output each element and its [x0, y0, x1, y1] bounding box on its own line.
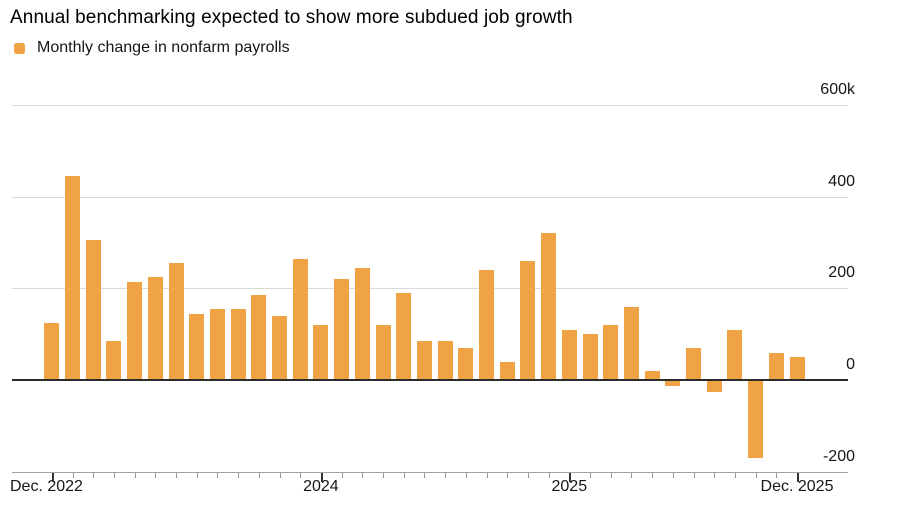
bar	[85, 240, 101, 380]
x-axis-major-tick	[320, 472, 323, 482]
bar	[292, 258, 308, 380]
bar	[748, 380, 764, 458]
bar	[106, 341, 122, 380]
gridline	[12, 288, 848, 290]
bar	[375, 325, 391, 380]
bar	[706, 380, 722, 392]
bar	[768, 352, 784, 380]
x-axis-minor-tick	[238, 472, 240, 478]
x-axis-minor-tick	[196, 472, 198, 478]
x-axis-minor-tick	[403, 472, 405, 478]
bar	[437, 341, 453, 380]
bar	[313, 325, 329, 380]
x-axis-minor-tick	[693, 472, 695, 478]
bar	[251, 295, 267, 380]
x-axis-minor-tick	[610, 472, 612, 478]
bar	[479, 270, 494, 380]
x-axis-minor-tick	[486, 472, 488, 478]
bar	[541, 233, 557, 380]
chart-title: Annual benchmarking expected to show mor…	[10, 7, 573, 28]
bar	[727, 329, 743, 380]
x-axis-minor-tick	[155, 472, 157, 478]
x-axis-minor-tick	[755, 472, 757, 478]
x-axis-minor-tick	[652, 472, 654, 478]
bar	[789, 357, 805, 380]
bar	[603, 325, 619, 380]
bar	[499, 361, 515, 380]
x-axis-minor-tick	[258, 472, 260, 478]
x-axis-minor-tick	[300, 472, 302, 478]
bar	[561, 329, 577, 380]
x-axis-minor-tick	[714, 472, 716, 478]
x-axis-minor-tick	[424, 472, 426, 478]
bar	[127, 281, 143, 380]
bar	[334, 279, 350, 380]
x-axis-label: 2024	[303, 478, 339, 495]
bar	[65, 176, 80, 380]
x-axis-minor-tick	[279, 472, 281, 478]
x-axis-minor-tick	[93, 472, 95, 478]
legend-swatch-icon	[14, 42, 25, 54]
x-axis-major-tick	[51, 472, 54, 482]
bar	[209, 309, 225, 380]
x-axis-minor-tick	[176, 472, 177, 478]
x-axis-baseline	[12, 471, 848, 474]
bar	[44, 322, 60, 380]
x-axis-minor-tick	[341, 472, 343, 478]
bar	[582, 334, 598, 380]
bar	[189, 313, 205, 380]
zero-gridline	[12, 379, 848, 381]
bar	[272, 315, 287, 380]
bar	[147, 276, 163, 380]
x-axis-minor-tick	[631, 472, 633, 478]
x-axis-minor-tick	[217, 472, 219, 478]
x-axis-minor-tick	[362, 472, 364, 478]
bar	[396, 292, 412, 380]
x-axis-minor-tick	[734, 472, 736, 478]
bar	[168, 263, 184, 380]
legend: Monthly change in nonfarm payrolls	[14, 39, 290, 57]
x-axis-minor-tick	[590, 472, 591, 478]
bar	[644, 370, 660, 380]
bar	[623, 306, 639, 380]
bar	[665, 380, 681, 386]
x-axis-label: Dec. 2022	[10, 478, 83, 495]
x-axis-minor-tick	[527, 472, 529, 478]
x-axis-minor-tick	[776, 472, 778, 478]
y-axis-label: -200	[822, 447, 855, 465]
x-axis-minor-tick	[465, 472, 467, 478]
x-axis-label: Dec. 2025	[760, 478, 834, 495]
bar	[354, 267, 370, 380]
y-axis-label: 200	[828, 264, 855, 282]
x-axis-major-tick	[797, 472, 799, 482]
x-axis-minor-tick	[72, 472, 74, 478]
x-axis-minor-tick	[113, 472, 115, 478]
legend-label: Monthly change in nonfarm payrolls	[37, 39, 290, 56]
x-axis-minor-tick	[672, 472, 674, 478]
bar	[520, 260, 536, 380]
x-axis-minor-tick	[383, 472, 384, 478]
y-axis-label: 600k	[820, 81, 855, 99]
y-axis-label: 400	[828, 172, 855, 190]
bar	[686, 347, 701, 380]
x-axis-major-tick	[569, 472, 572, 482]
x-axis-label: 2025	[551, 478, 588, 495]
x-axis-minor-tick	[507, 472, 509, 478]
bar	[230, 309, 246, 380]
bar	[458, 347, 474, 380]
y-axis-label: 0	[846, 356, 855, 373]
gridline	[12, 196, 848, 198]
gridline	[12, 105, 848, 107]
x-axis-minor-tick	[134, 472, 136, 478]
bar	[416, 341, 432, 380]
x-axis-minor-tick	[445, 472, 447, 478]
x-axis-minor-tick	[548, 472, 550, 478]
